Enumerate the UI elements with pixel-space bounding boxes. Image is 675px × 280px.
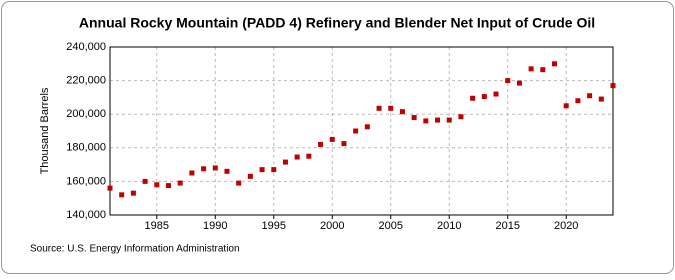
plot-frame xyxy=(109,46,614,216)
point xyxy=(552,61,558,67)
x-tick-label: 1985 xyxy=(145,220,169,232)
point xyxy=(318,141,324,147)
x-tick-label: 2020 xyxy=(554,220,578,232)
point xyxy=(411,115,417,121)
point xyxy=(481,94,487,100)
point xyxy=(189,170,195,176)
point xyxy=(224,168,230,174)
point xyxy=(587,93,593,99)
x-tick-label: 2010 xyxy=(437,220,461,232)
x-tick-label: 2015 xyxy=(495,220,519,232)
point xyxy=(493,91,499,97)
point xyxy=(271,167,277,173)
point xyxy=(458,114,464,120)
point xyxy=(376,105,382,111)
point xyxy=(528,66,534,72)
point xyxy=(212,165,218,171)
point xyxy=(353,128,359,134)
point xyxy=(119,192,125,198)
point xyxy=(306,153,312,159)
frame xyxy=(1,1,674,274)
point xyxy=(575,98,581,104)
y-tick-label: 140,000 xyxy=(66,209,106,221)
y-tick-label: 220,000 xyxy=(66,75,106,87)
y-tick-label: 240,000 xyxy=(66,41,106,53)
x-tick-label: 1995 xyxy=(262,220,286,232)
point xyxy=(247,173,253,179)
source-note: Source: U.S. Energy Information Administ… xyxy=(30,244,240,255)
point xyxy=(446,117,452,123)
point xyxy=(610,83,616,89)
point xyxy=(130,190,136,196)
point xyxy=(505,78,511,84)
point xyxy=(107,185,113,191)
point xyxy=(470,95,476,101)
point xyxy=(388,105,394,111)
y-tick-label: 160,000 xyxy=(66,175,106,187)
y-tick-label: 180,000 xyxy=(66,142,106,154)
x-tick-label: 2005 xyxy=(379,220,403,232)
point xyxy=(165,183,171,189)
point xyxy=(177,180,183,186)
point xyxy=(598,96,604,102)
point xyxy=(142,178,148,184)
x-tick-label: 2000 xyxy=(320,220,344,232)
point xyxy=(236,180,242,186)
x-tick-label: 1990 xyxy=(203,220,227,232)
point xyxy=(201,166,207,172)
point xyxy=(154,182,160,188)
point xyxy=(435,117,441,123)
point xyxy=(423,118,429,124)
point xyxy=(516,80,522,86)
y-axis-label: Thousand Barrels xyxy=(39,87,51,174)
point xyxy=(563,103,569,109)
y-tick-label: 200,000 xyxy=(66,108,106,120)
point xyxy=(364,124,370,130)
point xyxy=(399,109,405,115)
chart-title: Annual Rocky Mountain (PADD 4) Refinery … xyxy=(79,15,595,31)
point xyxy=(282,159,288,165)
point xyxy=(294,154,300,160)
point xyxy=(540,67,546,73)
point xyxy=(259,167,265,173)
point xyxy=(341,141,347,147)
point xyxy=(329,136,335,142)
